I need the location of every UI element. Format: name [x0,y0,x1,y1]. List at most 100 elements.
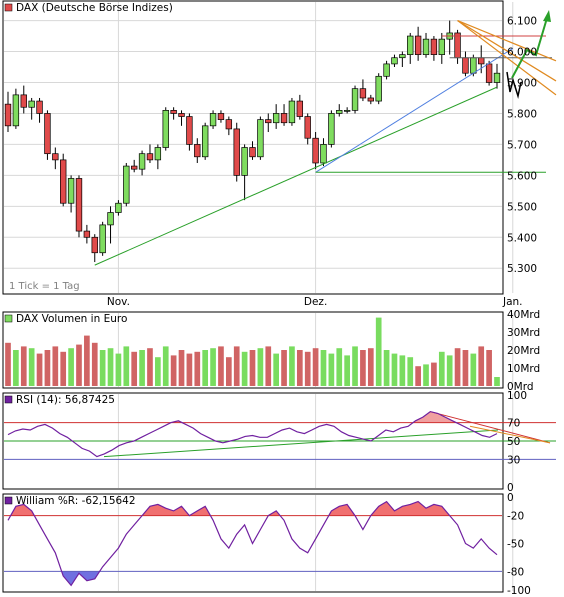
volume-legend-swatch [4,314,13,323]
williams-upper-fill [10,501,450,516]
volume-bar-10 [84,335,90,386]
volume-bar-61 [486,350,492,386]
williams-tick-label-1: -20 [507,511,524,523]
candle-body-17 [138,153,146,170]
candle-body-14 [115,202,122,213]
short-uptrend-line [315,48,514,173]
candle-body-33 [265,119,272,124]
volume-bar-13 [107,348,114,386]
volume-bar-28 [225,357,232,386]
candle-body-23 [186,116,193,145]
volume-bar-14 [115,353,122,386]
candle-body-49 [391,57,398,65]
x-tick-label-2: Jan. [502,296,523,308]
candle-body-52 [414,35,422,55]
volume-bar-21 [170,355,177,386]
volume-bar-54 [431,362,437,386]
volume-bar-0 [5,342,11,386]
volume-bar-58 [462,350,469,386]
volume-tick-label-4: 40Mrd [507,309,540,321]
volume-tick-label-0: 0Mrd [507,381,534,393]
volume-tick-label-2: 20Mrd [507,345,540,357]
candle-body-20 [162,110,169,148]
candle-body-48 [383,63,390,77]
volume-bar-6 [52,346,59,386]
volume-bar-37 [296,350,303,386]
volume-bar-32 [257,348,264,386]
candle-body-29 [233,128,240,176]
volume-bar-19 [155,357,161,386]
rsi-legend-text: RSI (14): 56,87425 [16,394,115,406]
candle-body-13 [107,212,114,226]
volume-bar-44 [352,346,358,386]
rsi-overbought-fill [8,411,497,423]
volume-bar-42 [336,348,343,386]
rsi-tick-label-1: 30 [507,454,520,466]
volume-bar-55 [438,351,445,386]
candle-body-22 [178,113,185,117]
price-candlesticks [4,20,501,263]
volume-bar-53 [423,364,429,386]
candle-body-37 [296,100,304,117]
rsi-tick-label-0: 0 [507,482,514,494]
candle-body-15 [123,165,130,204]
volume-bar-40 [320,350,327,386]
candle-body-58 [462,57,469,74]
candle-body-44 [351,88,359,111]
candle-body-31 [249,147,256,158]
price-legend: DAX (Deutsche Börse Indizes) [4,2,173,14]
volume-bar-11 [91,342,98,386]
volume-tick-label-1: 10Mrd [507,363,540,375]
candle-body-57 [454,32,461,59]
rsi-tick-label-2: 50 [507,436,520,448]
forecast-arrow-head [543,10,551,22]
volume-bar-49 [391,353,398,386]
volume-bar-25 [202,350,209,386]
candle-body-59 [470,57,477,74]
candle-body-46 [367,97,374,102]
x-tick-label-1: Dez. [304,296,327,308]
candle-body-34 [272,113,280,124]
williams-legend: William %R: -62,15642 [4,495,136,507]
volume-bar-59 [470,353,477,386]
candle-body-43 [343,110,351,112]
candle-body-47 [375,75,382,102]
volume-legend: DAX Volumen in Euro [4,313,127,325]
candle-body-35 [280,113,288,124]
candle-body-26 [209,113,217,127]
candle-body-32 [257,119,264,158]
candle-body-16 [131,165,138,170]
rsi-down-trend-line [429,411,551,444]
candle-body-18 [146,153,154,161]
price-tick-label-0: 5.300 [507,263,537,275]
fan-line-1 [457,20,557,62]
candle-body-36 [288,100,296,124]
volume-bar-62 [494,377,500,386]
volume-bar-18 [147,348,153,386]
volume-bar-4 [36,353,43,386]
volume-bar-36 [289,346,295,386]
price-tick-label-4: 5.700 [507,139,537,151]
volume-bar-43 [344,355,350,386]
candle-body-9 [75,178,83,232]
volume-bar-52 [415,366,421,386]
rsi-trend-line [103,429,499,458]
volume-bar-2 [20,346,27,386]
volume-bar-17 [139,350,145,386]
volume-bar-29 [233,346,240,386]
volume-bar-1 [13,350,19,386]
williams-plot [4,500,502,587]
volume-bar-8 [68,348,74,386]
forecast-arrow-shaft [511,17,548,79]
candle-body-30 [241,147,248,176]
rsi-legend-swatch [4,395,13,404]
volume-bar-12 [99,350,106,386]
candle-body-51 [407,35,414,55]
rsi-plot [4,410,556,460]
candle-body-12 [99,224,106,254]
tick-note: 1 Tick = 1 Tag [9,281,80,292]
price-tick-label-1: 5.400 [507,232,537,244]
candle-body-54 [430,38,438,55]
volume-tick-label-3: 30Mrd [507,327,540,339]
